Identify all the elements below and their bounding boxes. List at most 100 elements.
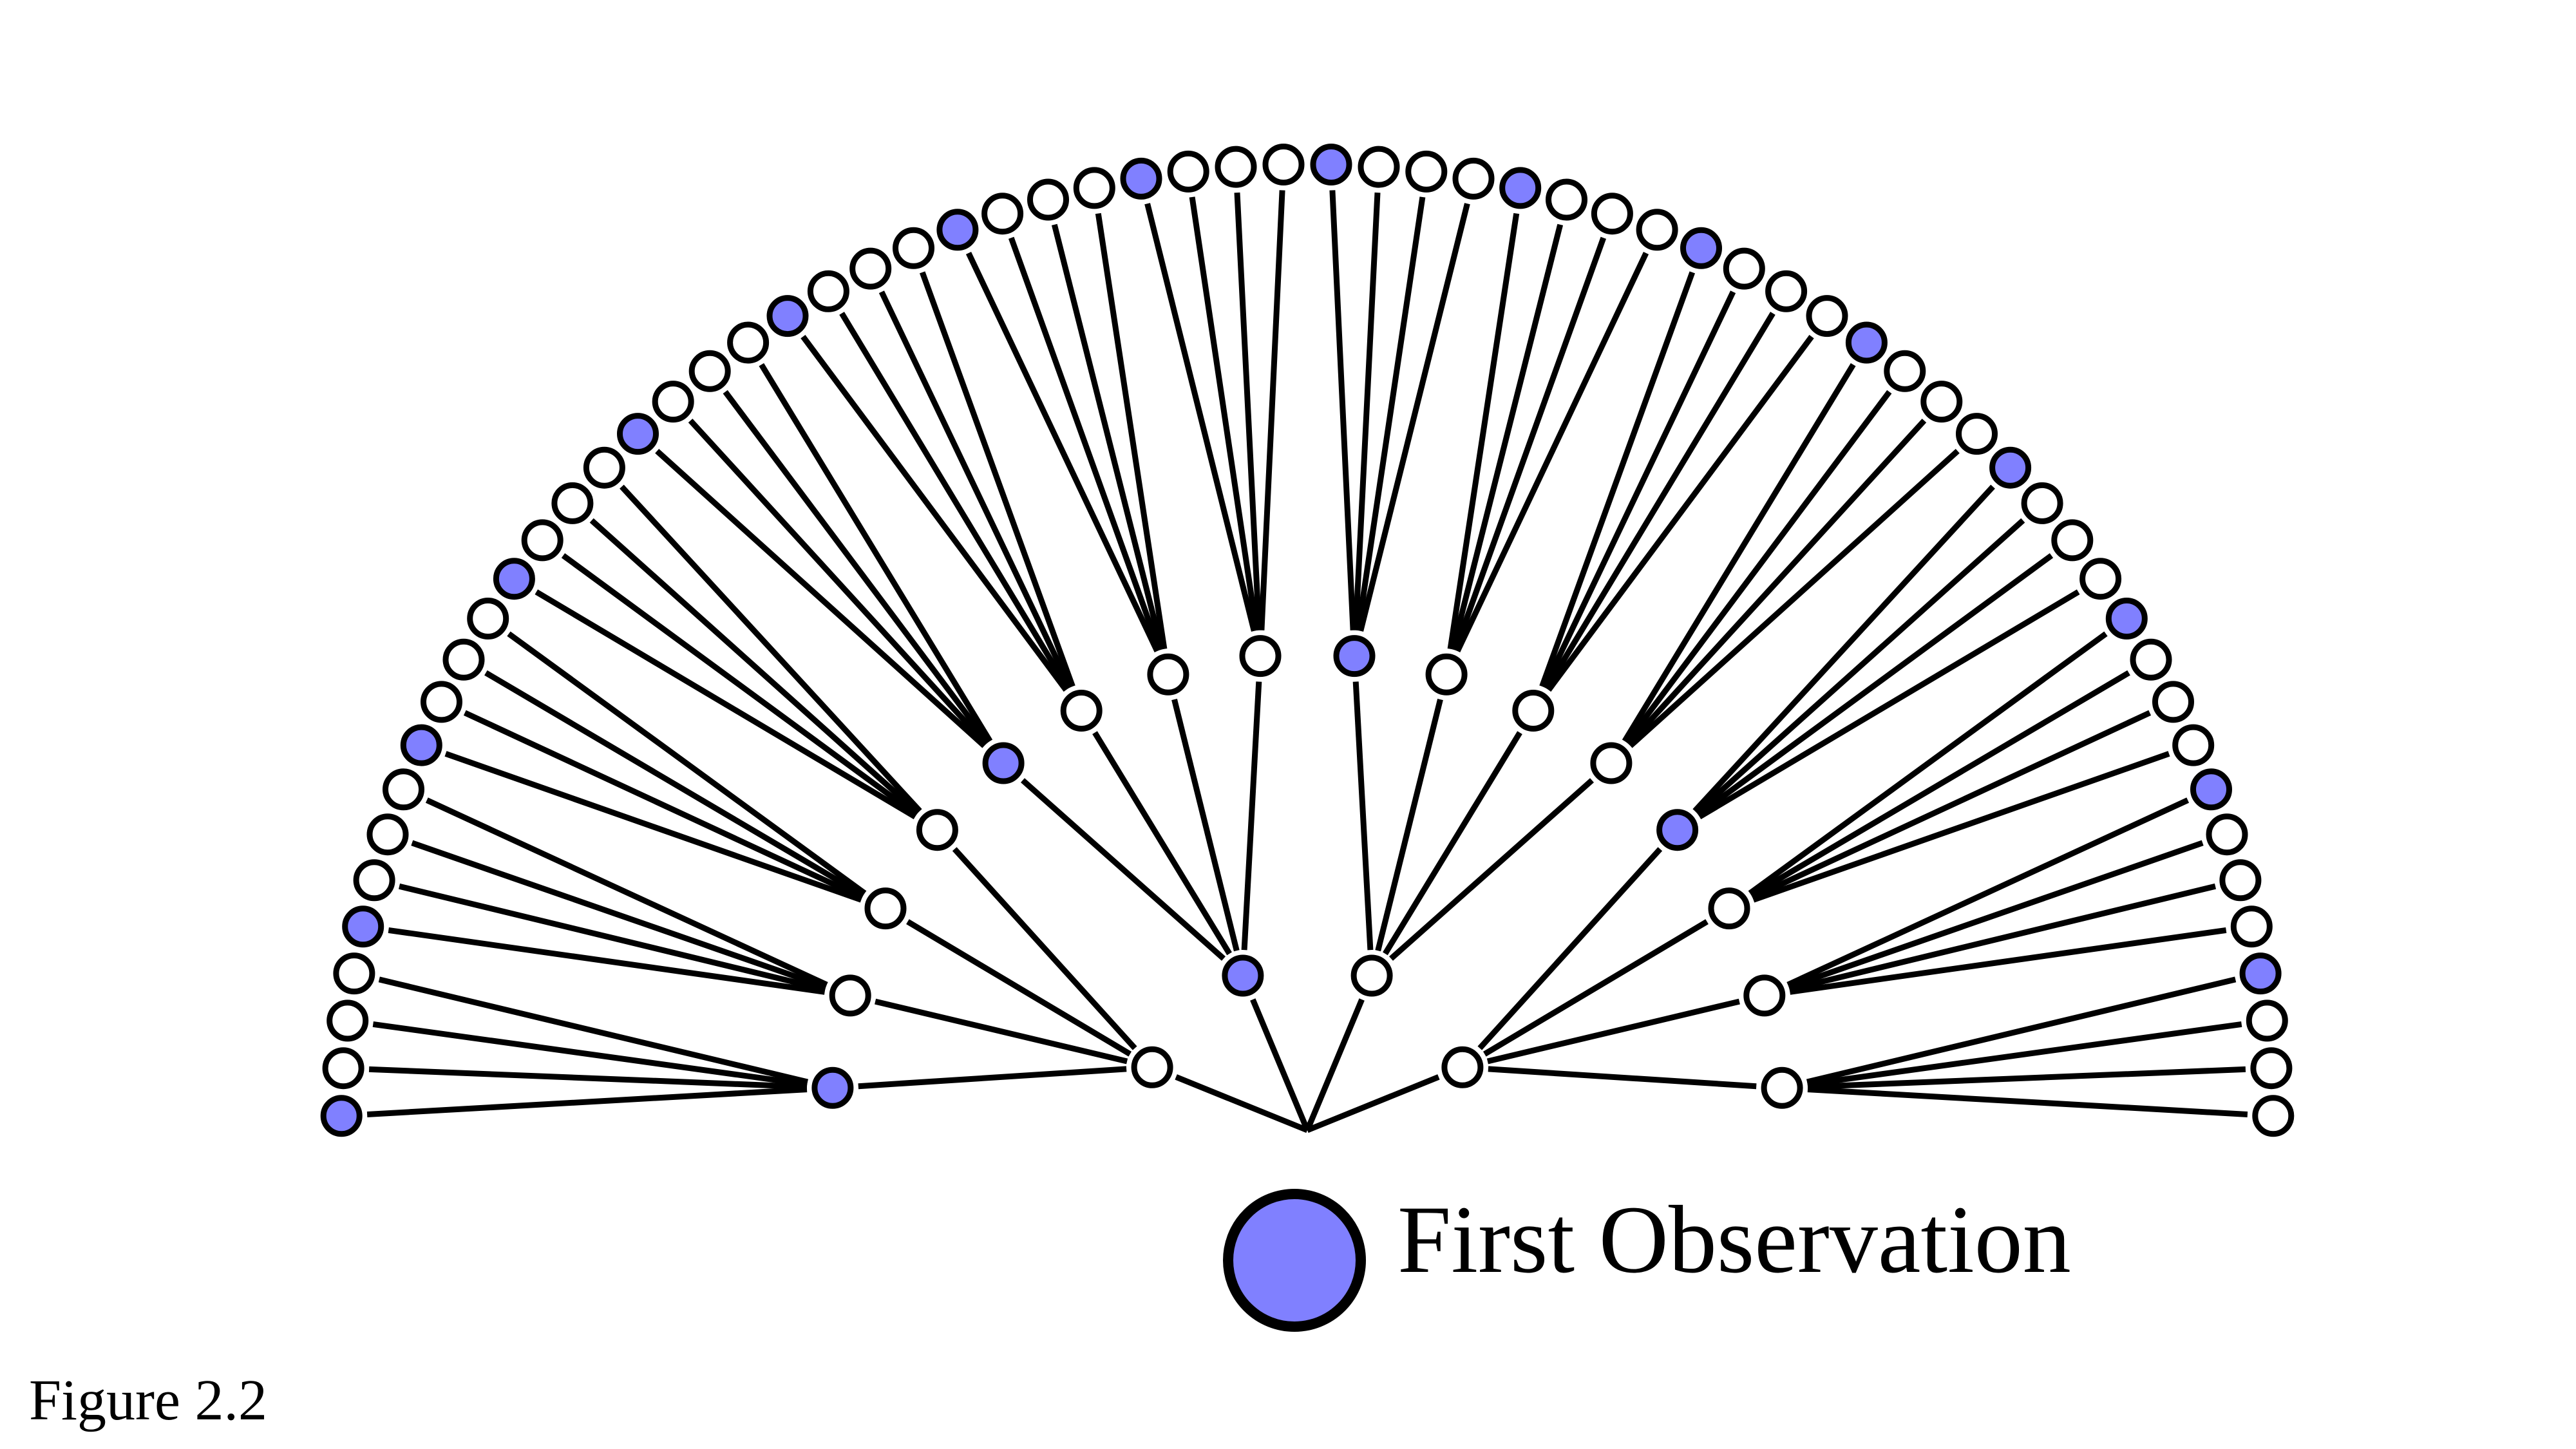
leaf-node	[353, 859, 395, 902]
edge-l2-l3	[425, 797, 828, 988]
first-observation-legend-marker	[1223, 1189, 1366, 1332]
edge-l2-l3	[1008, 236, 1162, 652]
edge-l2-l3	[839, 312, 1071, 690]
edge-l2-l3	[388, 927, 826, 995]
leaf-node	[1956, 413, 1998, 455]
edge-l2-l3	[1095, 213, 1168, 650]
edge-l2-l3	[398, 883, 826, 992]
edge-l1-l2	[1486, 998, 1740, 1065]
leaf-node	[1591, 193, 1633, 235]
leaf-node	[893, 227, 934, 269]
leaf-node	[2230, 905, 2273, 948]
edge-l2-l3	[507, 631, 867, 896]
leaf-node	[1499, 167, 1542, 209]
edge-l2-l3	[1544, 312, 1776, 690]
second-level-node	[1708, 887, 1750, 930]
leaf-node	[2051, 519, 2094, 562]
edge-l2-l3	[1355, 196, 1426, 631]
leaf-node	[1723, 247, 1765, 290]
edge-root-l1	[1306, 1074, 1440, 1133]
edge-l2-l3	[1455, 251, 1649, 653]
edge-l2-l3	[1696, 553, 2054, 817]
edge-l2-l3	[1788, 883, 2217, 992]
leaf-node	[342, 905, 384, 948]
edge-l2-l3	[620, 484, 922, 813]
edge-l2-l3	[411, 840, 827, 990]
edge-l2-l3	[1450, 223, 1564, 650]
edge-l2-l3	[484, 670, 865, 898]
leaf-node	[1215, 146, 1257, 188]
leaf-node	[467, 598, 509, 639]
edge-l2-l3	[1051, 223, 1165, 650]
edge-l2-l3	[561, 553, 918, 817]
edge-l1-l2	[1092, 731, 1232, 956]
second-level-node	[1590, 742, 1633, 784]
second-level-node	[1512, 690, 1555, 732]
leaf-node	[320, 1095, 363, 1137]
leaf-node	[421, 681, 462, 723]
leaf-node	[366, 813, 409, 856]
second-level-node	[1147, 653, 1189, 696]
edge-l2-l3	[378, 976, 809, 1085]
first-level-node	[1222, 954, 1264, 997]
edge-l2-l3	[1628, 449, 1960, 748]
second-level-node	[1333, 635, 1376, 677]
leaf-node	[1636, 209, 1678, 251]
edge-l2-l3	[723, 390, 990, 744]
edge-l2-l3	[1539, 271, 1696, 688]
edge-l1-l2	[1375, 699, 1443, 952]
figure-caption: Figure 2.2	[29, 1368, 267, 1432]
leaf-node	[1765, 270, 1808, 312]
edge-l2-l3	[535, 589, 917, 820]
edge-l1-l2	[1383, 731, 1522, 956]
edge-l2-l3	[1698, 589, 2080, 820]
leaf-node	[936, 209, 979, 251]
second-level-node	[1425, 653, 1468, 696]
leaf-node	[2190, 768, 2232, 811]
edge-l2-l3	[1542, 290, 1736, 689]
edge-l2-l3	[1189, 196, 1260, 631]
edge-l2-l3	[444, 751, 862, 903]
edge-root-l1	[1175, 1074, 1309, 1133]
leaf-node	[1989, 446, 2032, 489]
leaf-node	[1167, 150, 1209, 193]
edge-l2-l3	[372, 1021, 808, 1088]
leaf-node	[327, 999, 369, 1042]
edge-l1-l2	[1171, 699, 1240, 952]
leaf-node	[400, 724, 442, 766]
second-level-node	[1761, 1066, 1803, 1109]
first-level-node	[1350, 954, 1393, 997]
leaf-node	[766, 295, 809, 337]
edge-l2-l3	[1788, 840, 2204, 990]
second-level-node	[811, 1066, 854, 1109]
edge-root-l1	[1250, 998, 1311, 1132]
edge-l1-l2	[1477, 847, 1663, 1050]
leaf-node	[442, 638, 485, 681]
leaf-node	[2172, 724, 2215, 766]
edge-l2-l3	[800, 335, 1068, 692]
tree-edges	[366, 190, 2248, 1133]
leaf-node	[1845, 321, 1888, 364]
edge-l1-l2	[875, 998, 1128, 1065]
leaf-node	[2219, 859, 2262, 902]
edge-l2-l3	[1694, 518, 2025, 815]
second-level-node	[916, 809, 958, 851]
leaf-node	[322, 1047, 365, 1090]
edge-l2-l3	[1546, 335, 1814, 692]
edge-l2-l3	[368, 1066, 808, 1090]
edge-l1-l2	[1389, 778, 1594, 961]
edge-l2-l3	[1750, 670, 2130, 898]
leaf-node	[1310, 144, 1352, 185]
leaf-node	[1546, 178, 1587, 221]
leaf-node	[1806, 295, 1848, 337]
edge-l2-l3	[1786, 797, 2190, 988]
edge-l2-l3	[1447, 213, 1520, 650]
edge-l1-l2	[952, 847, 1137, 1050]
leaf-node	[1262, 144, 1305, 185]
leaf-node	[617, 413, 659, 455]
leaf-node	[2239, 952, 2282, 995]
leaf-node	[1120, 157, 1162, 200]
edge-l2-l3	[1144, 203, 1257, 632]
leaf-node	[981, 193, 1024, 235]
edge-l2-l3	[1358, 203, 1470, 632]
